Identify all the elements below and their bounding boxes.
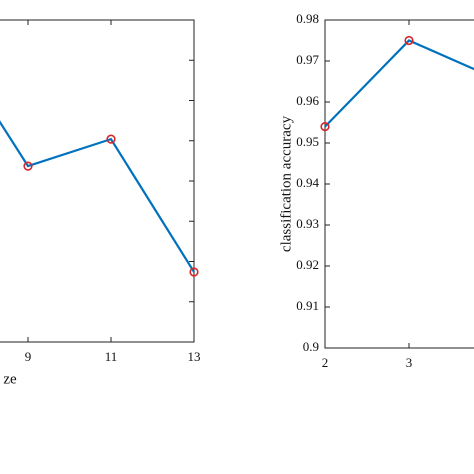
y-tick-label: 0.9 [303, 339, 319, 354]
data-line [324, 39, 474, 128]
x-tick-label: 9 [25, 349, 32, 364]
data-point [106, 134, 116, 144]
data-point [189, 267, 199, 277]
x-axis-label: ze [3, 371, 17, 387]
data-point [23, 161, 33, 171]
plot-frame [0, 19, 195, 343]
data-point [320, 121, 330, 132]
y-tick-label: 0.95 [296, 134, 319, 149]
x-tick-label: 13 [188, 349, 201, 364]
data-point [404, 35, 414, 46]
x-tick-label: 3 [406, 355, 413, 370]
y-tick-label: 0.97 [296, 52, 319, 67]
data-line [0, 120, 195, 273]
y-tick-label: 0.92 [296, 257, 319, 272]
plot-frame [324, 19, 474, 349]
y-axis-label: classification accuracy [278, 115, 294, 252]
y-tick-label: 0.93 [296, 216, 319, 231]
y-tick-label: 0.91 [296, 298, 319, 313]
y-tick-label: 0.96 [296, 93, 319, 108]
y-tick-label: 0.98 [296, 11, 319, 26]
x-tick-label: 2 [322, 355, 329, 370]
y-tick-label: 0.94 [296, 175, 319, 190]
x-tick-label: 11 [105, 349, 118, 364]
